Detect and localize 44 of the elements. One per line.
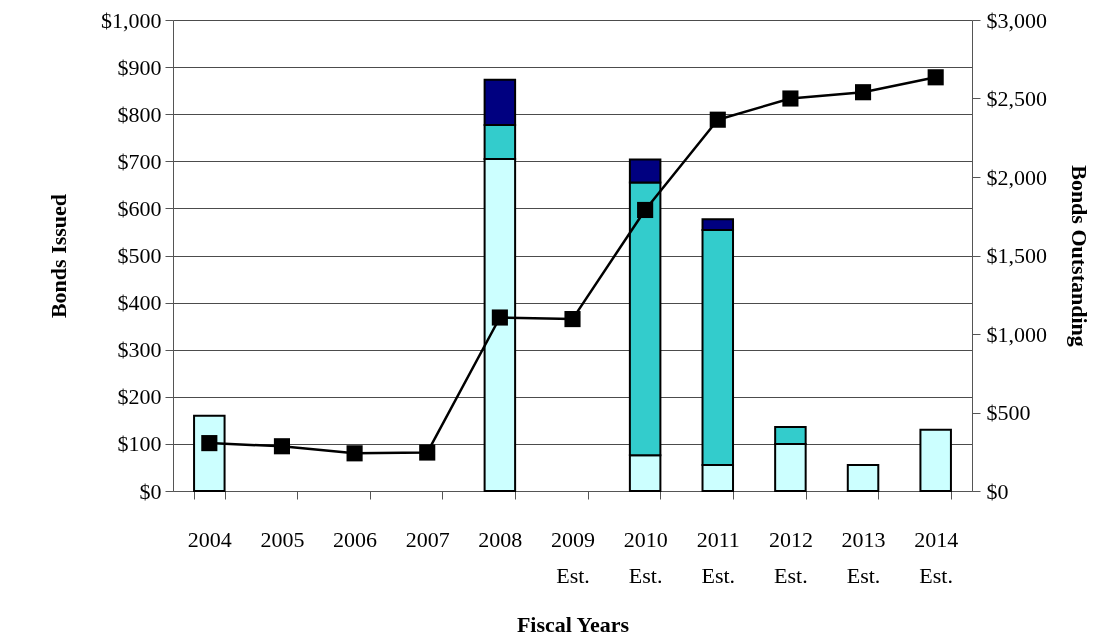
y-tick-label: $400 <box>117 290 162 316</box>
y2-axis-title: Bonds Outstanding <box>1067 165 1092 347</box>
y-tick-label: $600 <box>117 195 162 221</box>
point <box>782 90 799 107</box>
x-tick-label: 2005 <box>260 526 305 552</box>
x-tick-label: 2012 Est. <box>768 526 813 588</box>
y2-tick-label: $0 <box>986 478 1009 504</box>
point <box>273 438 291 455</box>
y-tick-label: $900 <box>117 54 162 80</box>
x-tick-label: 2008 <box>478 526 523 552</box>
y-axis-title: Bonds Issued <box>46 193 71 319</box>
x-tick-label: 2009 Est. <box>551 526 595 588</box>
y-tick-label: $800 <box>117 101 162 127</box>
y2-tick-label: $500 <box>986 400 1031 425</box>
y-tick-label: $300 <box>117 337 162 363</box>
y2-tick-label: $1,500 <box>986 243 1047 268</box>
point <box>637 201 654 219</box>
point <box>854 84 872 101</box>
y2-tick-label: $3,000 <box>986 7 1047 33</box>
x-tick-label: 2010 Est. <box>623 526 668 588</box>
y-tick-label: $0 <box>139 478 162 504</box>
point <box>927 69 944 86</box>
bar <box>846 464 880 492</box>
y-tick-label: $1,000 <box>101 7 162 33</box>
point <box>346 445 363 462</box>
point <box>491 309 508 326</box>
point <box>201 435 218 452</box>
x-tick-label: 2004 <box>187 526 232 552</box>
x-tick-label: 2013 Est. <box>841 526 886 588</box>
x-tick-label: 2006 <box>333 526 378 552</box>
y2-tick-label: $1,000 <box>986 321 1047 347</box>
y-tick-label: $100 <box>117 431 162 457</box>
point <box>564 311 581 328</box>
y2-tick-label: $2,000 <box>986 164 1047 190</box>
x-axis-title: Fiscal Years <box>516 611 630 637</box>
y-tick-label: $500 <box>117 243 162 268</box>
y-tick-label: $700 <box>117 148 162 174</box>
point <box>419 444 436 461</box>
x-tick-label: 2011 Est. <box>696 526 740 588</box>
point <box>709 111 726 128</box>
x-tick-label: 2014 Est. <box>914 526 959 588</box>
y-tick-label: $200 <box>117 384 162 410</box>
x-tick-label: 2007 <box>405 526 450 552</box>
y2-tick-label: $2,500 <box>986 86 1047 111</box>
